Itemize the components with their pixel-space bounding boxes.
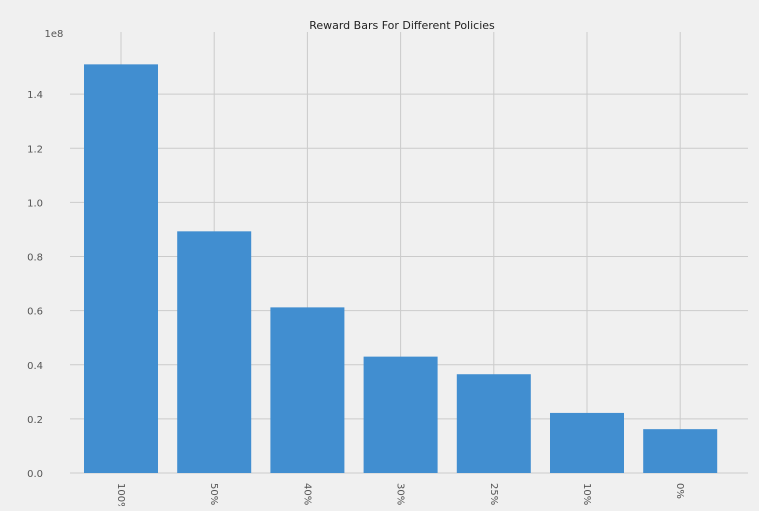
y-tick-label: 0.8	[27, 253, 43, 264]
x-tick-label: 25%	[488, 483, 499, 505]
x-tick-label: 10%	[581, 483, 592, 505]
bar-0-percent	[643, 429, 718, 473]
x-tick-label: 30%	[395, 483, 406, 505]
y-tick-label: 1.4	[27, 90, 43, 101]
bar-10-percent	[550, 412, 624, 473]
y-axis-multiplier-label: 1e8	[45, 29, 64, 40]
bars	[84, 64, 718, 473]
bar-100-percent	[84, 64, 158, 473]
y-tick-label: 0.2	[27, 415, 43, 426]
y-tick-label: 0.6	[27, 307, 43, 318]
x-tick-label: 40%	[301, 483, 312, 505]
bar-30-percent	[363, 356, 438, 473]
bar-50-percent	[177, 231, 252, 473]
x-tick-label: 50%	[208, 483, 219, 505]
bar-40-percent	[270, 307, 345, 473]
y-tick-labels: 0.0 0.2 0.4 0.6 0.8 1.0 1.2 1.4	[27, 90, 43, 480]
y-tick-label: 0.4	[27, 361, 43, 372]
x-tick-label: 0%	[674, 483, 685, 499]
x-tick-labels: 100% 50% 40% 30% 25% 10% 0%	[115, 483, 685, 511]
y-tick-label: 1.0	[27, 198, 43, 209]
y-tick-label: 1.2	[27, 144, 43, 155]
x-tick-label: 100%	[115, 483, 126, 506]
chart-title: Reward Bars For Different Policies	[309, 19, 495, 32]
y-tick-label: 0.0	[27, 469, 43, 480]
bar-25-percent	[456, 374, 531, 473]
